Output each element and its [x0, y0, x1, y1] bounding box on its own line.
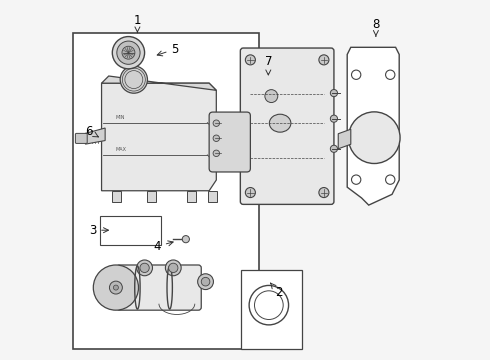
Circle shape	[351, 175, 361, 184]
FancyBboxPatch shape	[117, 265, 201, 310]
Circle shape	[93, 265, 139, 310]
Circle shape	[140, 263, 149, 273]
Polygon shape	[101, 83, 216, 191]
FancyBboxPatch shape	[75, 134, 87, 143]
Circle shape	[112, 37, 145, 69]
Circle shape	[213, 135, 220, 141]
Circle shape	[319, 188, 329, 198]
Polygon shape	[338, 129, 351, 149]
Circle shape	[197, 274, 214, 289]
Text: 2: 2	[270, 283, 283, 300]
Bar	[208, 191, 218, 202]
Circle shape	[109, 281, 122, 294]
Circle shape	[117, 41, 140, 64]
Circle shape	[245, 55, 255, 65]
Ellipse shape	[270, 114, 291, 132]
Circle shape	[213, 150, 220, 157]
Circle shape	[330, 90, 338, 96]
Circle shape	[213, 120, 220, 126]
Circle shape	[348, 112, 400, 163]
Circle shape	[319, 55, 329, 65]
Circle shape	[137, 260, 152, 276]
Text: MIN: MIN	[116, 115, 125, 120]
Circle shape	[265, 90, 278, 103]
Bar	[100, 216, 161, 244]
Circle shape	[330, 145, 338, 152]
Polygon shape	[101, 76, 216, 90]
Circle shape	[169, 263, 178, 273]
Bar	[73, 33, 259, 348]
Circle shape	[113, 285, 119, 290]
Circle shape	[245, 188, 255, 198]
Bar	[187, 191, 196, 202]
Polygon shape	[85, 128, 105, 144]
Circle shape	[182, 235, 190, 243]
Circle shape	[386, 175, 395, 184]
Text: 3: 3	[89, 224, 108, 237]
Circle shape	[386, 70, 395, 80]
Circle shape	[351, 70, 361, 80]
Circle shape	[201, 277, 210, 286]
Bar	[147, 191, 156, 202]
Circle shape	[120, 66, 147, 93]
Text: 4: 4	[153, 240, 173, 253]
Circle shape	[122, 46, 135, 59]
Text: 6: 6	[85, 125, 98, 138]
Text: 5: 5	[157, 42, 179, 56]
Text: 8: 8	[372, 18, 380, 36]
Circle shape	[166, 260, 181, 276]
Circle shape	[79, 137, 83, 140]
Bar	[242, 270, 302, 348]
FancyBboxPatch shape	[209, 112, 250, 172]
Text: 1: 1	[134, 14, 141, 32]
Text: 7: 7	[265, 55, 272, 75]
Polygon shape	[347, 47, 399, 205]
Circle shape	[213, 157, 223, 167]
Circle shape	[330, 115, 338, 122]
FancyBboxPatch shape	[240, 48, 334, 204]
Text: MAX: MAX	[116, 147, 127, 152]
Bar	[112, 191, 121, 202]
